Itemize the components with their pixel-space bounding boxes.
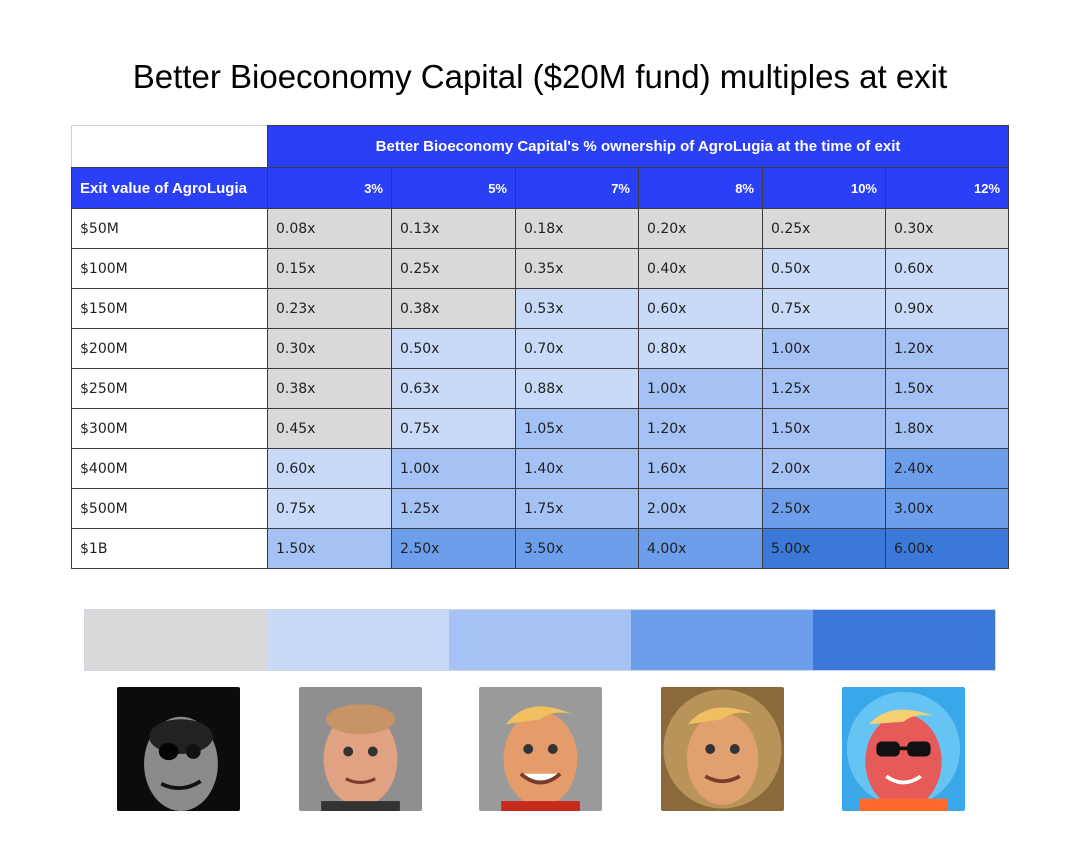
glowing-face-icon xyxy=(661,687,784,811)
multiple-cell: 0.25x xyxy=(391,248,516,289)
table-row: $50M 0.08x 0.13x 0.18x 0.20x 0.25x 0.30x xyxy=(71,208,1010,249)
exit-value-label: $200M xyxy=(71,328,268,369)
exit-value-label: $250M xyxy=(71,368,268,409)
multiple-cell: 0.30x xyxy=(267,328,392,369)
table-row: $400M 0.60x 1.00x 1.40x 1.60x 2.00x 2.40x xyxy=(71,448,1010,489)
legend-swatch xyxy=(449,610,631,670)
multiple-cell: 0.75x xyxy=(267,488,392,529)
multiple-cell: 3.50x xyxy=(515,528,639,569)
ownership-column-header: 7% xyxy=(515,167,639,209)
ownership-column-header: 8% xyxy=(638,167,763,209)
multiple-cell: 0.75x xyxy=(391,408,516,449)
multiple-cell: 0.30x xyxy=(884,208,1010,249)
exit-value-label: $100M xyxy=(71,248,268,289)
ownership-column-header: 10% xyxy=(762,167,886,209)
multiple-cell: 2.00x xyxy=(762,448,886,489)
table-row: $100M 0.15x 0.25x 0.35x 0.40x 0.50x 0.60x xyxy=(71,248,1010,289)
legend-swatch xyxy=(631,610,813,670)
multiple-cell: 1.60x xyxy=(638,448,763,489)
exit-value-label: $1B xyxy=(71,528,268,569)
multiple-cell: 2.00x xyxy=(638,488,763,529)
multiple-cell: 0.50x xyxy=(391,328,516,369)
multiple-cell: 0.13x xyxy=(391,208,516,249)
multiple-cell: 1.80x xyxy=(884,408,1010,449)
multiple-cell: 0.88x xyxy=(515,368,639,409)
multiples-table: Better Bioeconomy Capital's % ownership … xyxy=(71,125,1010,569)
uncanny-face-icon xyxy=(117,687,240,811)
exit-value-label: $500M xyxy=(71,488,268,529)
multiple-cell: 1.05x xyxy=(515,408,639,449)
multiple-cell: 0.08x xyxy=(267,208,392,249)
legend-swatch xyxy=(85,610,267,670)
multiple-cell: 0.45x xyxy=(267,408,392,449)
multiple-cell: 0.60x xyxy=(884,248,1010,289)
ownership-column-header: 3% xyxy=(267,167,392,209)
multiple-cell: 3.00x xyxy=(884,488,1010,529)
exit-value-label: $400M xyxy=(71,448,268,489)
multiple-cell: 0.53x xyxy=(515,288,639,329)
multiple-cell: 0.25x xyxy=(762,208,886,249)
multiple-cell: 1.25x xyxy=(762,368,886,409)
multiple-cell: 0.60x xyxy=(267,448,392,489)
multiple-cell: 0.75x xyxy=(762,288,886,329)
multiple-cell: 6.00x xyxy=(884,528,1010,569)
empty-corner-cell xyxy=(71,125,268,168)
multiple-cell: 1.40x xyxy=(515,448,639,489)
page-title: Better Bioeconomy Capital ($20M fund) mu… xyxy=(132,58,948,95)
legend-swatch xyxy=(267,610,449,670)
multiple-cell: 1.75x xyxy=(515,488,639,529)
table-row: $150M 0.23x 0.38x 0.53x 0.60x 0.75x 0.90x xyxy=(71,288,1010,329)
table-row: $300M 0.45x 0.75x 1.05x 1.20x 1.50x 1.80x xyxy=(71,408,1010,449)
legend-swatch xyxy=(813,610,995,670)
multiple-cell: 1.00x xyxy=(638,368,763,409)
multiple-cell: 0.38x xyxy=(391,288,516,329)
multiple-cell: 1.20x xyxy=(884,328,1010,369)
multiple-cell: 4.00x xyxy=(638,528,763,569)
multiple-cell: 2.40x xyxy=(884,448,1010,489)
exit-value-label: $50M xyxy=(71,208,268,249)
multiple-cell: 0.38x xyxy=(267,368,392,409)
multiple-cell: 0.80x xyxy=(638,328,763,369)
multiple-cell: 0.23x xyxy=(267,288,392,329)
multiple-cell: 0.50x xyxy=(762,248,886,289)
smiling-face-icon xyxy=(479,687,602,811)
multiple-cell: 0.20x xyxy=(638,208,763,249)
multiple-cell: 1.50x xyxy=(762,408,886,449)
multiple-cell: 1.20x xyxy=(638,408,763,449)
color-scale-legend xyxy=(84,609,996,671)
table-row: $500M 0.75x 1.25x 1.75x 2.00x 2.50x 3.00x xyxy=(71,488,1010,529)
table-row: $250M 0.38x 0.63x 0.88x 1.00x 1.25x 1.50x xyxy=(71,368,1010,409)
exit-value-label: $300M xyxy=(71,408,268,449)
multiple-cell: 0.18x xyxy=(515,208,639,249)
multiple-cell: 0.90x xyxy=(884,288,1010,329)
multiple-cell: 0.35x xyxy=(515,248,639,289)
exit-value-header: Exit value of AgroLugia xyxy=(71,167,268,209)
multiple-cell: 0.63x xyxy=(391,368,516,409)
multiple-cell: 1.00x xyxy=(762,328,886,369)
table-row: $200M 0.30x 0.50x 0.70x 0.80x 1.00x 1.20x xyxy=(71,328,1010,369)
ownership-column-header: 12% xyxy=(884,167,1010,209)
table-row: $1B 1.50x 2.50x 3.50x 4.00x 5.00x 6.00x xyxy=(71,528,1010,569)
multiple-cell: 1.00x xyxy=(391,448,516,489)
ownership-column-header: 5% xyxy=(391,167,516,209)
multiple-cell: 2.50x xyxy=(762,488,886,529)
multiple-cell: 0.60x xyxy=(638,288,763,329)
multiple-cell: 0.15x xyxy=(267,248,392,289)
multiple-cell: 5.00x xyxy=(762,528,886,569)
sunglasses-face-icon xyxy=(842,687,965,811)
exit-value-label: $150M xyxy=(71,288,268,329)
ownership-super-header: Better Bioeconomy Capital's % ownership … xyxy=(266,125,1010,168)
plain-face-icon xyxy=(299,687,422,811)
multiple-cell: 1.50x xyxy=(884,368,1010,409)
multiple-cell: 2.50x xyxy=(391,528,516,569)
multiple-cell: 1.50x xyxy=(267,528,392,569)
multiple-cell: 0.40x xyxy=(638,248,763,289)
multiple-cell: 1.25x xyxy=(391,488,516,529)
multiple-cell: 0.70x xyxy=(515,328,639,369)
